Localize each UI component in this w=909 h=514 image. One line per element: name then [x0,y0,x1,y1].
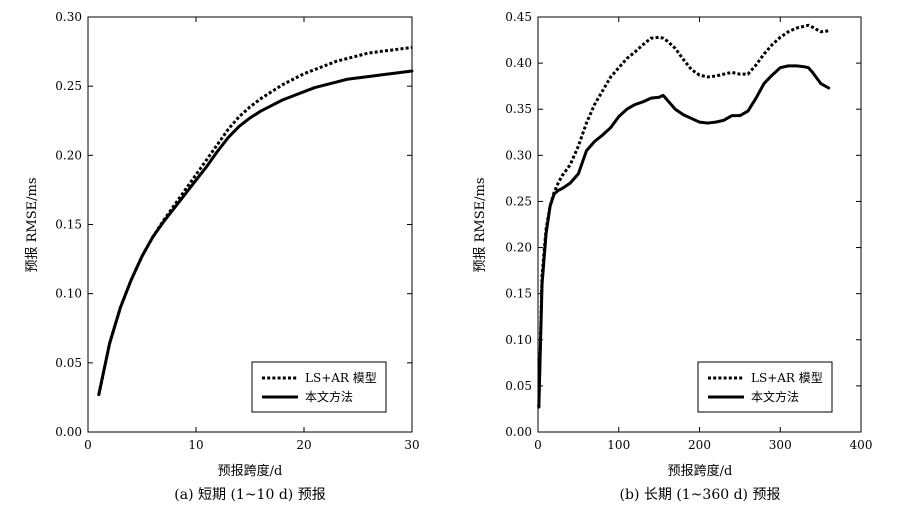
panel-a-series-ls-ar-line [97,45,413,395]
panel-b-series-lines [537,23,831,409]
panel-a-y-tick-label: 0.00 [55,425,82,439]
panel-b-y-tick-label: 0.25 [505,194,532,208]
panel-a-caption: (a) 短期 (1~10 d) 预报 [174,487,325,503]
panel-b-y-tick-label: 0.35 [505,102,532,116]
panel-a-y-tick-label: 0.30 [55,10,82,24]
panel-b-y-tick-label: 0.45 [505,10,532,24]
panel-b-x-tick-label: 200 [688,438,711,452]
panel-b-tick-labels: 0.00 0.05 0.10 0.15 0.20 0.25 0.30 0.35 0.40 0.45… [505,10,872,452]
panel-b-x-tick-label: 100 [607,438,630,452]
panel-b-series-ls-ar-line [537,23,829,408]
panel-a-x-tick-label: 30 [404,438,419,452]
panel-a-series-lines [97,45,414,397]
panel-b-y-tick-label: 0.10 [505,333,532,347]
panel-b-y-tick-label: 0.30 [505,148,532,162]
panel-a-y-axis-label: 预报 RMSE/ms [25,177,40,272]
panel-a-y-tick-label: 0.25 [55,79,82,93]
panel-a-x-tick-label: 20 [296,438,311,452]
panel-a-x-axis-label: 预报跨度/d [218,463,283,479]
panel-b-series-proposed-line [537,64,831,409]
panel-b-x-tick-label: 400 [850,438,873,452]
panel-b-legend-label: LS+AR 模型 [751,371,823,385]
panel-a-short-term: 0.00 0.05 0.10 0.15 0.20 0.25 0.30 0 10 20 30 LS+A… [25,10,420,503]
panel-a-x-tick-label: 0 [84,438,92,452]
panel-a-y-tick-label: 0.10 [55,287,82,301]
panel-a-tick-labels: 0.00 0.05 0.10 0.15 0.20 0.25 0.30 0 10 20 30 [55,10,419,452]
panel-b-legend-label: 本文方法 [751,389,799,404]
panel-a-y-tick-label: 0.15 [55,218,82,232]
panel-b-long-term: 0.00 0.05 0.10 0.15 0.20 0.25 0.30 0.35 0.40 0.45… [473,10,872,503]
panel-a-legend-box [251,361,387,413]
panel-b-y-tick-label: 0.15 [505,287,532,301]
panel-a-x-tick-label: 10 [188,438,203,452]
panel-b-x-tick-label: 0 [534,438,542,452]
panel-a-series-proposed-line [97,69,414,397]
panel-b-y-tick-label: 0.00 [505,425,532,439]
panel-b-y-tick-label: 0.40 [505,56,532,70]
panel-b-legend-box [697,361,833,413]
panel-b-x-axis-label: 预报跨度/d [668,463,733,479]
panel-b-y-tick-label: 0.05 [505,379,532,393]
panel-b-x-tick-label: 300 [769,438,792,452]
panel-b-y-tick-label: 0.20 [505,241,532,255]
panel-b-y-axis-label: 预报 RMSE/ms [473,177,488,272]
panel-a-legend-label: 本文方法 [305,389,353,404]
panel-a-legend-label: LS+AR 模型 [305,371,377,385]
panel-a-y-tick-label: 0.05 [55,356,82,370]
panel-b-caption: (b) 长期 (1~360 d) 预报 [620,487,781,503]
panel-a-y-tick-label: 0.20 [55,148,82,162]
